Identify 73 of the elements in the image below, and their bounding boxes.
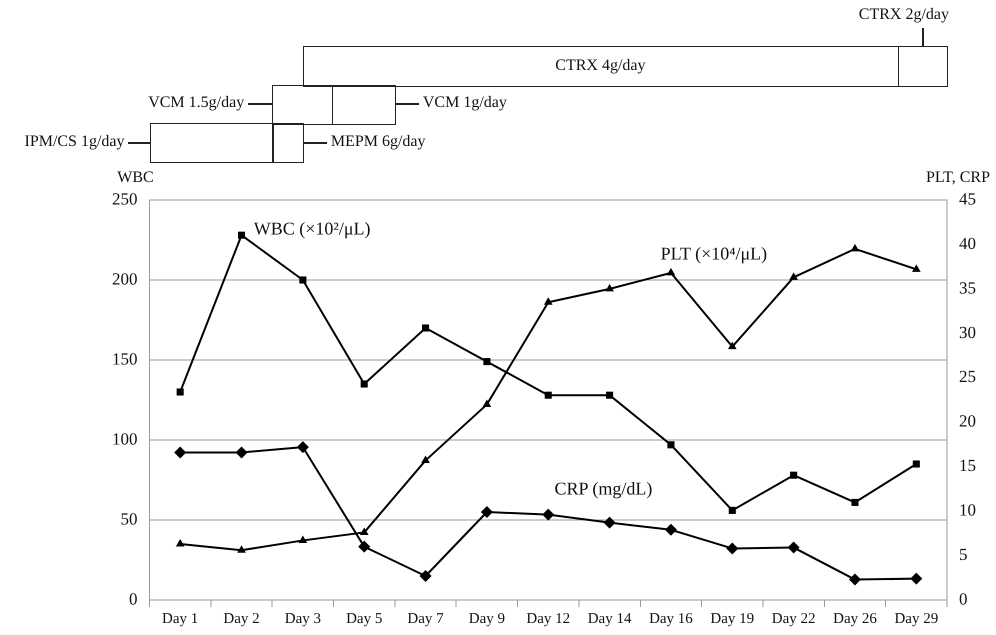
series-label: WBC (×10²/μL) [254, 218, 370, 239]
x-tick-label: Day 1 [162, 610, 198, 627]
y2-tick-label: 25 [959, 367, 976, 386]
point [789, 272, 798, 280]
x-tick-label: Day 26 [833, 610, 878, 627]
point [420, 570, 432, 582]
y-tick-label: 250 [112, 189, 138, 208]
point [299, 276, 306, 284]
x-tick-label: Day 22 [772, 610, 816, 627]
y-tick-label: 50 [120, 509, 138, 528]
point [606, 392, 614, 399]
point [788, 542, 800, 554]
y2-axis-title: PLT, CRP [926, 169, 990, 186]
point [544, 297, 553, 305]
x-tick-label: Day 19 [710, 610, 754, 627]
point [912, 460, 920, 468]
point [604, 516, 616, 529]
point [667, 441, 674, 448]
point [544, 392, 552, 399]
point [174, 446, 186, 458]
point [726, 542, 738, 554]
x-tick-label: Day 2 [223, 610, 260, 627]
x-tick-label: Day 16 [649, 610, 694, 627]
point [236, 446, 248, 458]
y2-tick-label: 30 [959, 322, 976, 342]
y2-tick-label: 45 [959, 189, 976, 208]
point [666, 268, 676, 276]
y-axis-title: WBC [117, 169, 154, 186]
point [298, 535, 308, 543]
y-tick-label: 100 [112, 429, 138, 448]
x-tick-label: Day 12 [526, 610, 570, 627]
point [422, 324, 430, 332]
x-tick-label: Day 29 [894, 610, 938, 627]
x-tick-label: Day 14 [588, 610, 632, 627]
point [296, 441, 309, 454]
y2-tick-label: 20 [959, 412, 976, 431]
y-tick-label: 150 [112, 349, 138, 368]
point [482, 399, 492, 407]
point [912, 264, 921, 272]
point [605, 284, 614, 292]
y2-tick-label: 10 [959, 500, 976, 520]
x-tick-label: Day 5 [346, 610, 382, 627]
y2-tick-label: 5 [959, 545, 968, 564]
point [238, 232, 246, 239]
series-label: CRP (mg/dL) [554, 478, 652, 499]
point [848, 574, 861, 586]
point [176, 388, 184, 396]
y-tick-label: 200 [112, 269, 138, 288]
y2-tick-label: 35 [959, 278, 976, 298]
x-tick-label: Day 3 [284, 610, 321, 627]
point [850, 244, 860, 252]
x-tick-label: Day 7 [407, 610, 444, 627]
point [790, 472, 798, 479]
point [360, 380, 368, 388]
point [358, 540, 370, 553]
point [664, 524, 677, 536]
point [421, 455, 430, 463]
point [480, 506, 493, 518]
point [728, 342, 737, 350]
point [237, 545, 246, 553]
point [360, 527, 369, 535]
series-label: PLT (×10⁴/μL) [660, 244, 768, 264]
point [176, 539, 185, 546]
point [483, 358, 490, 366]
y-tick-label: 0 [129, 589, 138, 608]
point [851, 498, 859, 506]
point [542, 508, 554, 521]
y2-tick-label: 40 [959, 234, 976, 253]
y2-tick-label: 15 [959, 456, 976, 476]
point [910, 572, 922, 585]
x-tick-label: Day 9 [468, 610, 506, 627]
y2-tick-label: 0 [959, 589, 968, 608]
point [728, 506, 736, 514]
